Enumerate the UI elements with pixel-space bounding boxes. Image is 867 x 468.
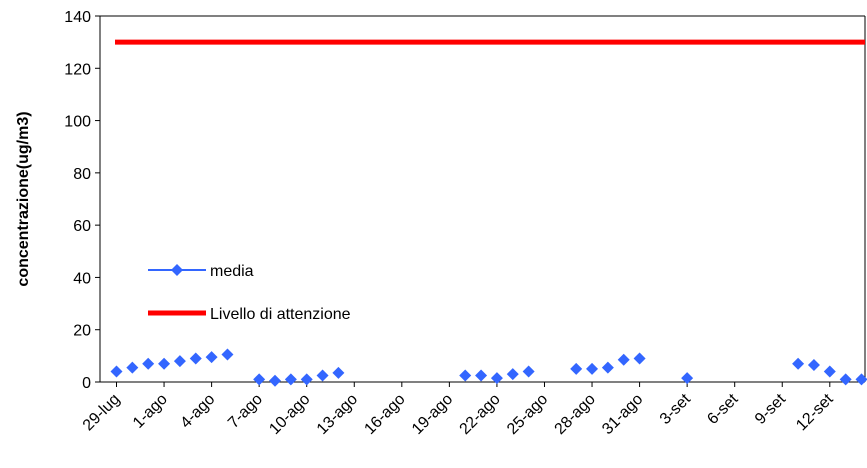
media-point xyxy=(173,355,186,368)
media-point xyxy=(633,352,646,365)
y-axis-label: concentrazione(ug/m3) xyxy=(15,111,32,286)
media-point xyxy=(839,373,852,386)
media-point xyxy=(332,366,345,379)
media-point xyxy=(475,369,488,382)
media-point xyxy=(110,365,123,378)
media-point xyxy=(221,348,234,361)
x-tick-label: 6-set xyxy=(704,390,742,428)
media-point xyxy=(506,368,519,381)
media-point xyxy=(601,361,614,374)
x-tick-label: 25-ago xyxy=(504,391,551,438)
media-point xyxy=(459,369,472,382)
x-tick-label: 1-ago xyxy=(130,391,171,432)
plot-area: 0 20 40 60 80 100 120 140 29-lug 1-ago 4-ago 7-ago… xyxy=(64,9,867,438)
media-point xyxy=(284,373,297,386)
y-tick-label: 40 xyxy=(73,270,91,287)
media-point xyxy=(300,373,313,386)
media-point xyxy=(142,357,155,370)
legend: media Livello di attenzione xyxy=(148,263,351,323)
media-point xyxy=(490,372,503,385)
legend-media-marker xyxy=(171,264,183,276)
media-point xyxy=(617,353,630,366)
series-layer xyxy=(110,39,867,387)
x-tick-label: 31-ago xyxy=(599,391,646,438)
y-tick-label: 80 xyxy=(73,166,91,183)
x-tick-label: 19-ago xyxy=(409,391,456,438)
media-point xyxy=(205,351,218,364)
media-point xyxy=(823,365,836,378)
media-point xyxy=(586,362,599,375)
y-tick-label: 120 xyxy=(64,61,91,78)
y-ticks: 0 20 40 60 80 100 120 140 xyxy=(64,9,100,392)
x-tick-label: 22-ago xyxy=(456,391,503,438)
media-point xyxy=(269,374,282,387)
media-point xyxy=(570,362,583,375)
y-tick-label: 60 xyxy=(73,218,91,235)
x-tick-label: 9-set xyxy=(752,390,790,428)
legend-threshold-label: Livello di attenzione xyxy=(210,306,351,323)
x-tick-label: 16-ago xyxy=(361,391,408,438)
media-point xyxy=(253,373,266,386)
x-tick-label: 13-ago xyxy=(314,391,361,438)
x-tick-label: 12-set xyxy=(793,390,837,434)
legend-item-media: media xyxy=(148,263,254,280)
media-point xyxy=(681,372,694,385)
y-tick-label: 20 xyxy=(73,323,91,340)
media-point xyxy=(792,357,805,370)
media-point xyxy=(316,369,329,382)
x-tick-label: 4-ago xyxy=(177,391,218,432)
y-tick-label: 0 xyxy=(82,375,91,392)
x-tick-label: 10-ago xyxy=(266,391,313,438)
y-tick-label: 100 xyxy=(64,114,91,131)
x-tick-label: 29-lug xyxy=(80,391,123,434)
legend-media-label: media xyxy=(210,263,254,280)
x-ticks: 29-lug 1-ago 4-ago 7-ago 10-ago 13-ago 16-ago 1… xyxy=(80,382,837,438)
media-point xyxy=(158,357,171,370)
x-tick-label: 7-ago xyxy=(225,391,266,432)
x-tick-label: 3-set xyxy=(657,390,695,428)
legend-item-threshold: Livello di attenzione xyxy=(148,306,351,323)
media-point xyxy=(126,361,139,374)
x-tick-label: 28-ago xyxy=(552,391,599,438)
y-tick-label: 140 xyxy=(64,9,91,26)
media-point xyxy=(189,352,202,365)
media-point xyxy=(855,373,867,386)
media-point xyxy=(522,365,535,378)
media-point xyxy=(807,359,820,372)
